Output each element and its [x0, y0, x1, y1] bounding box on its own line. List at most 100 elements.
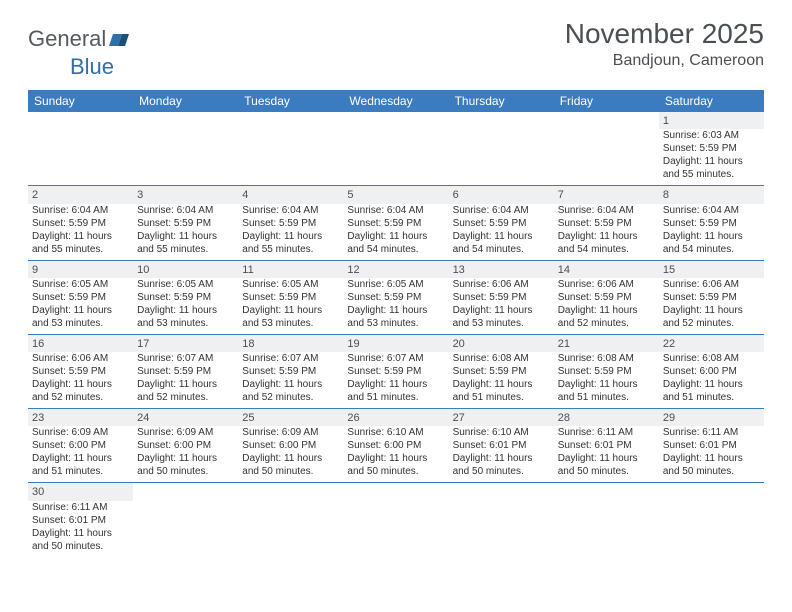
weeks-container: 1Sunrise: 6:03 AMSunset: 5:59 PMDaylight… [28, 112, 764, 557]
day-header-thursday: Thursday [449, 90, 554, 112]
day-cell [554, 483, 659, 556]
day-cell [28, 112, 133, 185]
day-cell: 16Sunrise: 6:06 AMSunset: 5:59 PMDayligh… [28, 335, 133, 408]
day-number: 11 [242, 263, 339, 277]
day-cell: 4 Sunrise: 6:04 AMSunset: 5:59 PMDaylight… [238, 186, 343, 259]
day-info: Sunrise: 6:08 AMSunset: 5:59 PMDaylight:… [449, 352, 554, 408]
day-cell [343, 112, 448, 185]
day-cell: 5 Sunrise: 6:04 AMSunset: 5:59 PMDaylight… [343, 186, 448, 259]
week-row: 2 Sunrise: 6:04 AMSunset: 5:59 PMDaylight… [28, 186, 764, 260]
day-cell: 13Sunrise: 6:06 AMSunset: 5:59 PMDayligh… [449, 261, 554, 334]
day-number: 2 [32, 188, 129, 202]
day-cell: 18Sunrise: 6:07 AMSunset: 5:59 PMDayligh… [238, 335, 343, 408]
day-info: Sunrise: 6:11 AMSunset: 6:01 PMDaylight:… [554, 426, 659, 482]
day-number: 30 [32, 485, 129, 499]
day-cell: 9Sunrise: 6:05 AMSunset: 5:59 PMDaylight… [28, 261, 133, 334]
day-info: Sunrise: 6:04 AMSunset: 5:59 PMDaylight:… [28, 204, 133, 260]
day-cell [449, 483, 554, 556]
day-info: Sunrise: 6:05 AMSunset: 5:59 PMDaylight:… [343, 278, 448, 334]
day-info: Sunrise: 6:03 AMSunset: 5:59 PMDaylight:… [659, 129, 764, 185]
day-info: Sunrise: 6:04 AMSunset: 5:59 PMDaylight:… [659, 204, 764, 260]
day-cell: 24Sunrise: 6:09 AMSunset: 6:00 PMDayligh… [133, 409, 238, 482]
day-number: 21 [558, 337, 655, 351]
day-number: 19 [347, 337, 444, 351]
week-row: 16Sunrise: 6:06 AMSunset: 5:59 PMDayligh… [28, 335, 764, 409]
day-number: 4 [242, 188, 339, 202]
day-number: 16 [32, 337, 129, 351]
day-number: 3 [137, 188, 234, 202]
page-container: General November 2025 Bandjoun, Cameroon… [0, 0, 792, 557]
day-info: Sunrise: 6:11 AMSunset: 6:01 PMDaylight:… [659, 426, 764, 482]
day-cell: 2 Sunrise: 6:04 AMSunset: 5:59 PMDaylight… [28, 186, 133, 259]
day-cell [133, 483, 238, 556]
day-info: Sunrise: 6:09 AMSunset: 6:00 PMDaylight:… [238, 426, 343, 482]
day-cell: 21Sunrise: 6:08 AMSunset: 5:59 PMDayligh… [554, 335, 659, 408]
day-cell: 14Sunrise: 6:06 AMSunset: 5:59 PMDayligh… [554, 261, 659, 334]
day-number: 6 [453, 188, 550, 202]
day-info: Sunrise: 6:06 AMSunset: 5:59 PMDaylight:… [554, 278, 659, 334]
day-cell: 27Sunrise: 6:10 AMSunset: 6:01 PMDayligh… [449, 409, 554, 482]
day-cell: 11Sunrise: 6:05 AMSunset: 5:59 PMDayligh… [238, 261, 343, 334]
day-info: Sunrise: 6:04 AMSunset: 5:59 PMDaylight:… [238, 204, 343, 260]
day-header-wednesday: Wednesday [343, 90, 448, 112]
day-cell: 29Sunrise: 6:11 AMSunset: 6:01 PMDayligh… [659, 409, 764, 482]
logo-flag-icon [109, 32, 129, 51]
day-info: Sunrise: 6:08 AMSunset: 5:59 PMDaylight:… [554, 352, 659, 408]
day-cell [133, 112, 238, 185]
day-number: 10 [137, 263, 234, 277]
day-header-tuesday: Tuesday [238, 90, 343, 112]
day-info: Sunrise: 6:06 AMSunset: 5:59 PMDaylight:… [449, 278, 554, 334]
day-number: 9 [32, 263, 129, 277]
title-block: November 2025 Bandjoun, Cameroon [565, 18, 764, 70]
day-info: Sunrise: 6:04 AMSunset: 5:59 PMDaylight:… [554, 204, 659, 260]
day-number: 17 [137, 337, 234, 351]
calendar: SundayMondayTuesdayWednesdayThursdayFrid… [28, 90, 764, 557]
day-info: Sunrise: 6:06 AMSunset: 5:59 PMDaylight:… [28, 352, 133, 408]
day-number: 12 [347, 263, 444, 277]
week-row: 30 Sunrise: 6:11 AMSunset: 6:01 PMDayligh… [28, 483, 764, 556]
day-cell [554, 112, 659, 185]
day-info: Sunrise: 6:04 AMSunset: 5:59 PMDaylight:… [343, 204, 448, 260]
day-cell: 3Sunrise: 6:04 AMSunset: 5:59 PMDaylight… [133, 186, 238, 259]
day-number: 24 [137, 411, 234, 425]
day-info: Sunrise: 6:07 AMSunset: 5:59 PMDaylight:… [133, 352, 238, 408]
day-info: Sunrise: 6:07 AMSunset: 5:59 PMDaylight:… [343, 352, 448, 408]
day-cell [343, 483, 448, 556]
logo-text-blue: Blue [70, 54, 114, 80]
day-info: Sunrise: 6:05 AMSunset: 5:59 PMDaylight:… [238, 278, 343, 334]
location: Bandjoun, Cameroon [565, 52, 764, 70]
month-title: November 2025 [565, 18, 764, 50]
day-header-saturday: Saturday [659, 90, 764, 112]
day-header-row: SundayMondayTuesdayWednesdayThursdayFrid… [28, 90, 764, 112]
day-cell: 15Sunrise: 6:06 AMSunset: 5:59 PMDayligh… [659, 261, 764, 334]
day-number: 20 [453, 337, 550, 351]
day-number: 15 [663, 263, 760, 277]
day-number: 23 [32, 411, 129, 425]
day-header-sunday: Sunday [28, 90, 133, 112]
week-row: 23Sunrise: 6:09 AMSunset: 6:00 PMDayligh… [28, 409, 764, 483]
day-info: Sunrise: 6:11 AMSunset: 6:01 PMDaylight:… [28, 501, 133, 557]
day-cell: 23Sunrise: 6:09 AMSunset: 6:00 PMDayligh… [28, 409, 133, 482]
day-cell: 25Sunrise: 6:09 AMSunset: 6:00 PMDayligh… [238, 409, 343, 482]
day-header-monday: Monday [133, 90, 238, 112]
day-info: Sunrise: 6:09 AMSunset: 6:00 PMDaylight:… [133, 426, 238, 482]
day-number: 18 [242, 337, 339, 351]
day-cell [659, 483, 764, 556]
day-info: Sunrise: 6:10 AMSunset: 6:01 PMDaylight:… [449, 426, 554, 482]
day-cell: 28Sunrise: 6:11 AMSunset: 6:01 PMDayligh… [554, 409, 659, 482]
day-info: Sunrise: 6:04 AMSunset: 5:59 PMDaylight:… [449, 204, 554, 260]
day-cell: 10Sunrise: 6:05 AMSunset: 5:59 PMDayligh… [133, 261, 238, 334]
day-number: 28 [558, 411, 655, 425]
day-number: 8 [663, 188, 760, 202]
day-number: 14 [558, 263, 655, 277]
day-number: 26 [347, 411, 444, 425]
day-number: 5 [347, 188, 444, 202]
week-row: 9 Sunrise: 6:05 AMSunset: 5:59 PMDaylight… [28, 261, 764, 335]
day-info: Sunrise: 6:09 AMSunset: 6:00 PMDaylight:… [28, 426, 133, 482]
day-cell: 19Sunrise: 6:07 AMSunset: 5:59 PMDayligh… [343, 335, 448, 408]
day-number: 1 [663, 114, 760, 128]
day-cell: 26Sunrise: 6:10 AMSunset: 6:00 PMDayligh… [343, 409, 448, 482]
day-cell [238, 112, 343, 185]
day-info: Sunrise: 6:08 AMSunset: 6:00 PMDaylight:… [659, 352, 764, 408]
day-info: Sunrise: 6:06 AMSunset: 5:59 PMDaylight:… [659, 278, 764, 334]
